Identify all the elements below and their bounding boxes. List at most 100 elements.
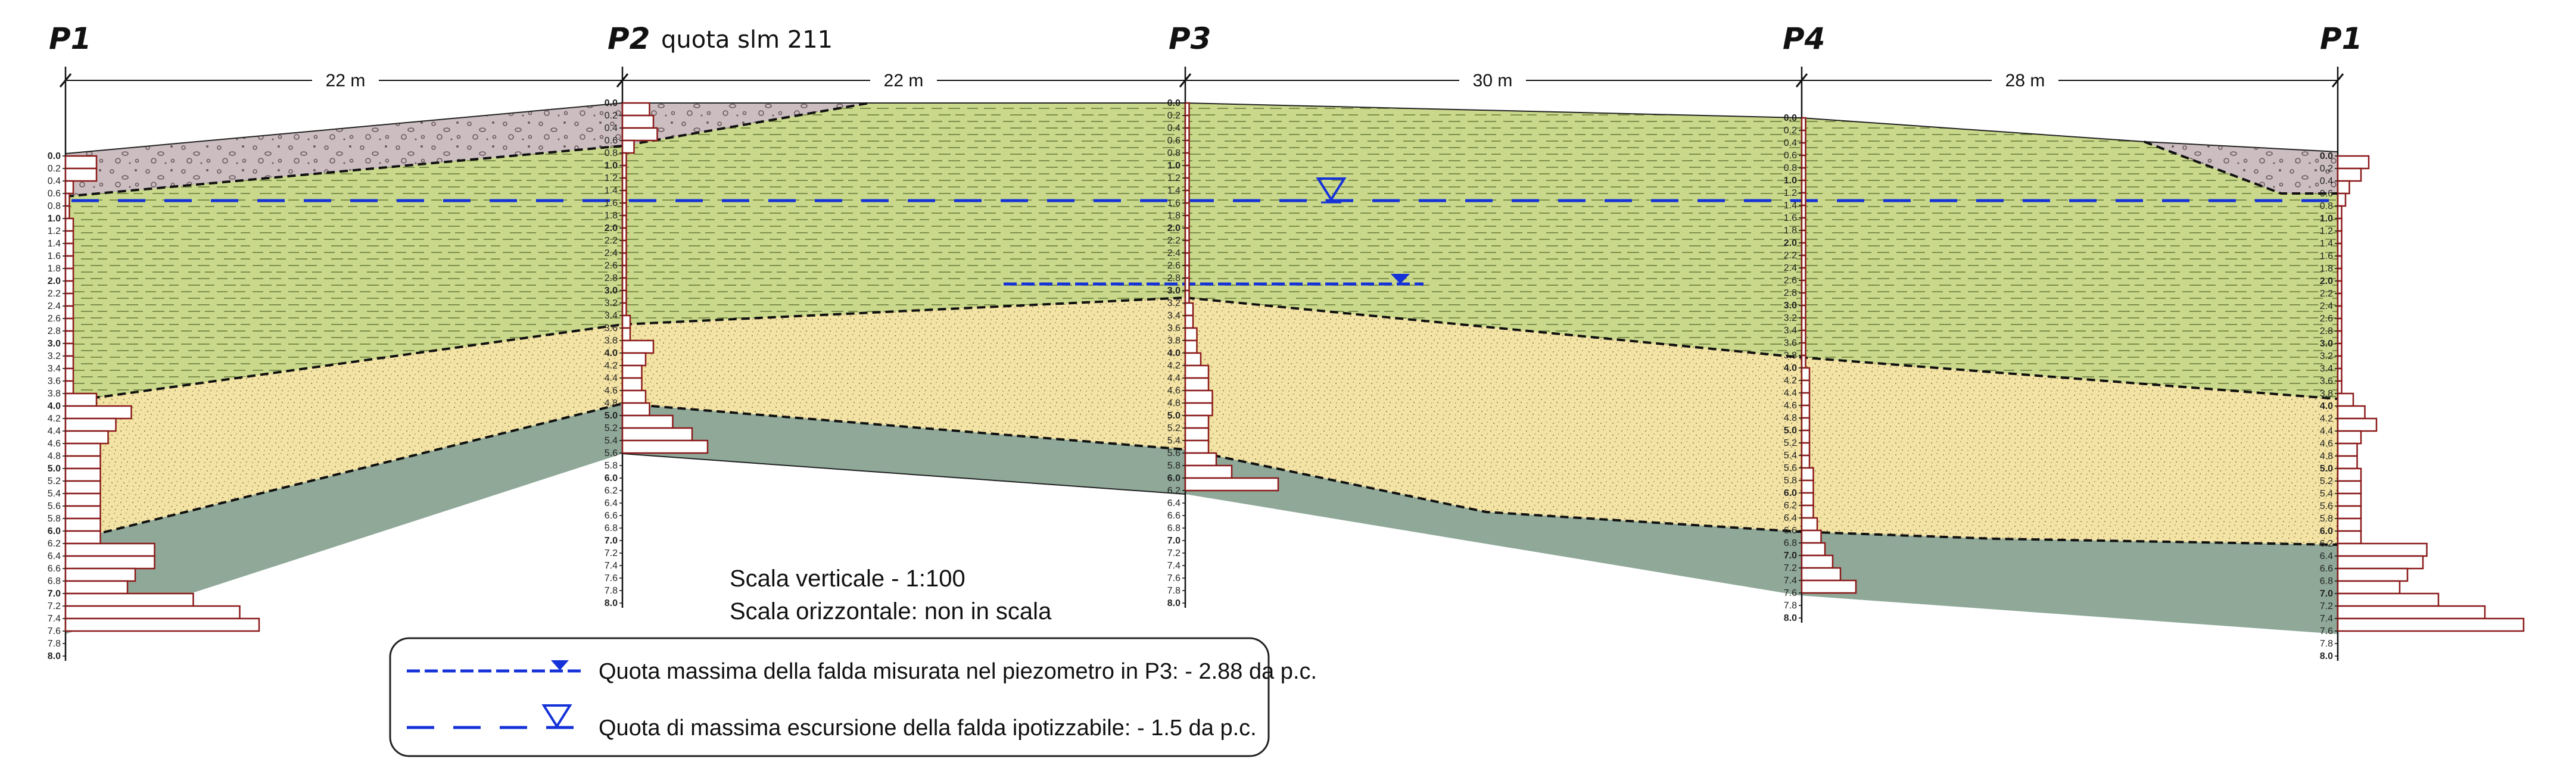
penetration-bar xyxy=(1184,452,1217,467)
depth-tick-label: 2.4 xyxy=(1784,263,1797,273)
penetration-bar xyxy=(1801,129,1806,144)
depth-tick-label: 4.6 xyxy=(605,386,618,396)
penetration-bar xyxy=(1801,179,1806,194)
penetration-bar xyxy=(2337,205,2343,220)
penetration-bar xyxy=(1184,439,1210,454)
depth-tick-label: 0.0 xyxy=(605,98,618,108)
penetration-bar xyxy=(2337,242,2343,257)
penetration-bar xyxy=(1801,217,1806,232)
penetration-bar xyxy=(1801,242,1806,257)
penetration-bar xyxy=(1801,279,1806,294)
penetration-bar xyxy=(64,505,101,520)
distance-label: 22 m xyxy=(884,71,924,90)
depth-tick-label: 4.6 xyxy=(2320,439,2333,449)
penetration-bar xyxy=(64,530,101,545)
penetration-bar xyxy=(64,592,194,607)
depth-tick-label: 0.0 xyxy=(48,151,61,161)
depth-tick-label: 7.4 xyxy=(605,561,618,571)
penetration-bar xyxy=(1801,467,1814,482)
depth-tick-label: 4.0 xyxy=(1167,348,1180,358)
depth-tick-label: 6.0 xyxy=(605,473,618,483)
penetration-bar xyxy=(2337,230,2343,245)
depth-tick-label: 2.0 xyxy=(2320,276,2333,286)
depth-tick-label: 7.4 xyxy=(2320,614,2333,624)
depth-tick-label: 3.8 xyxy=(48,389,61,399)
depth-tick-label: 6.8 xyxy=(1167,523,1180,533)
depth-tick-label: 5.4 xyxy=(1167,436,1180,446)
depth-tick-label: 0.6 xyxy=(605,136,618,146)
penetration-bar xyxy=(1184,214,1190,229)
legend-box xyxy=(389,637,1270,757)
depth-tick-label: 1.8 xyxy=(48,264,61,274)
depth-tick-label: 3.8 xyxy=(1167,336,1180,346)
penetration-bar xyxy=(2337,542,2428,557)
distance-label-bg xyxy=(1992,70,2058,90)
depth-tick-label: 2.0 xyxy=(605,223,618,233)
depth-tick-label: 1.6 xyxy=(1167,198,1180,208)
depth-tick-label: 6.2 xyxy=(1167,486,1180,496)
dimension-tick xyxy=(2331,73,2344,88)
depth-tick-label: 4.0 xyxy=(1784,363,1797,373)
depth-tick-label: 2.6 xyxy=(48,314,61,324)
penetration-bar xyxy=(1184,202,1190,217)
penetration-bar xyxy=(2337,217,2343,232)
penetration-bar xyxy=(2337,555,2424,570)
penetration-bar xyxy=(2337,467,2362,482)
depth-tick-label: 5.0 xyxy=(1167,411,1180,421)
depth-tick-label: 5.0 xyxy=(1784,426,1797,436)
depth-tick-label: 0.4 xyxy=(48,176,61,186)
depth-tick-label: 0.4 xyxy=(605,123,618,133)
depth-tick-label: 7.4 xyxy=(1784,576,1797,586)
penetration-bar xyxy=(64,555,155,570)
depth-tick-label: 7.2 xyxy=(605,548,618,558)
legend-hypothesized-text: Quota di massima escursione della falda … xyxy=(599,716,1257,741)
depth-tick-label: 2.8 xyxy=(605,273,618,283)
penetration-bar xyxy=(2337,517,2362,532)
penetration-bar xyxy=(1801,504,1814,519)
depth-tick-label: 5.0 xyxy=(48,464,61,474)
penetration-bar xyxy=(1801,454,1811,469)
layer-boundaries xyxy=(65,102,2338,546)
penetration-bar xyxy=(1184,152,1190,167)
penetration-bar xyxy=(1801,292,1806,307)
depth-tick-label: 0.2 xyxy=(1784,126,1797,136)
penetration-bar xyxy=(1801,354,1806,369)
penetration-bar xyxy=(621,202,627,217)
depth-tick-label: 2.2 xyxy=(2320,289,2333,299)
borehole-label: P2 xyxy=(608,21,650,56)
borehole-P1: 0.0 0.2 0.4 0.6 0.8 1.0 1.2 1.4 1.6 1.8 2.0 2.2 2.4 2… xyxy=(48,67,260,661)
penetration-bar xyxy=(1801,329,1806,344)
penetration-bar xyxy=(2337,442,2358,457)
depth-tick-label: 3.8 xyxy=(605,336,618,346)
penetration-bar xyxy=(64,380,74,395)
depth-tick-label: 8.0 xyxy=(48,651,61,661)
depth-tick-label: 0.2 xyxy=(48,164,61,174)
borehole-P2: 0.0 0.2 0.4 0.6 0.8 1.0 1.2 1.4 1.6 1.8 2.0 2.2 2.4 2… xyxy=(605,67,709,608)
penetration-bar xyxy=(1184,389,1213,404)
penetration-bar xyxy=(2337,180,2350,195)
depth-tick-label: 2.6 xyxy=(2320,314,2333,324)
depth-tick-label: 1.8 xyxy=(605,211,618,221)
penetration-bar xyxy=(1801,154,1806,169)
depth-tick-label: 0.4 xyxy=(1784,138,1797,148)
depth-tick-label: 0.6 xyxy=(2320,189,2333,199)
depth-tick-label: 4.2 xyxy=(48,414,61,424)
depth-tick-label: 3.8 xyxy=(2320,389,2333,399)
depth-tick-label: 7.6 xyxy=(605,573,618,583)
penetration-bar xyxy=(64,155,98,170)
depth-tick-label: 0.4 xyxy=(2320,176,2333,186)
penetration-bar xyxy=(1801,304,1806,319)
depth-tick-label: 0.4 xyxy=(1167,123,1180,133)
penetration-bar xyxy=(1184,302,1194,317)
depth-tick-label: 8.0 xyxy=(1167,598,1180,608)
borehole-P4: 0.0 0.2 0.4 0.6 0.8 1.0 1.2 1.4 1.6 1.8 2.0 2.2 2.4 2… xyxy=(1784,67,1857,623)
depth-tick-label: 7.0 xyxy=(605,536,618,546)
penetration-bar xyxy=(2337,355,2343,370)
depth-tick-label: 2.0 xyxy=(1167,223,1180,233)
penetration-bar xyxy=(2337,455,2358,470)
penetration-bar xyxy=(64,242,74,257)
depth-tick-label: 6.6 xyxy=(1167,511,1180,521)
penetration-bar xyxy=(1184,227,1190,242)
depth-tick-label: 7.8 xyxy=(48,639,61,649)
penetration-bar xyxy=(64,442,101,457)
